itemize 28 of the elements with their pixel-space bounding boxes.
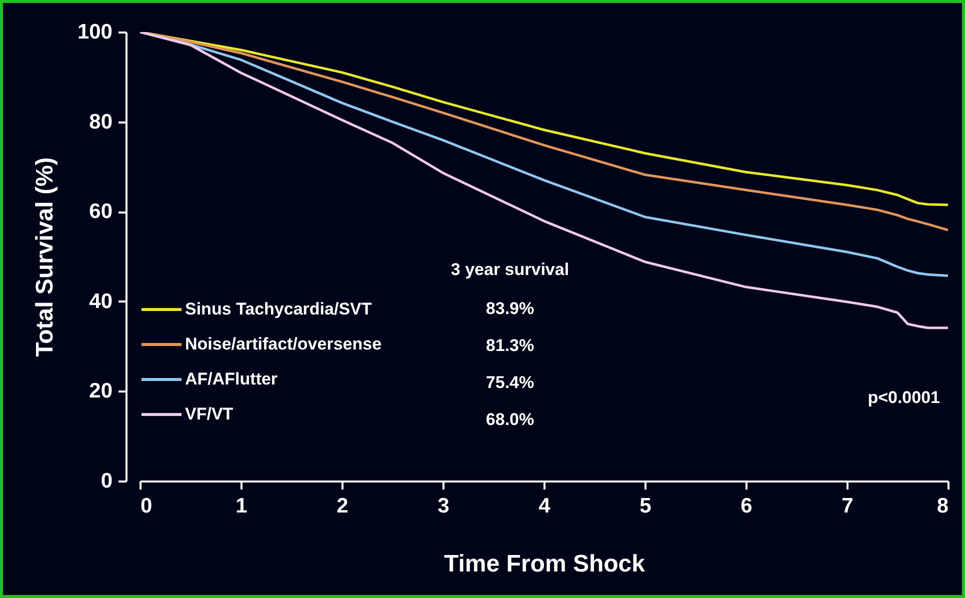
line-series: [140, 32, 948, 330]
y-axis-title: Total Survival (%): [31, 157, 58, 357]
annotation: 3 year survival: [450, 260, 570, 279]
annotation: 81.3%: [486, 336, 534, 355]
annotation: 83.9%: [486, 299, 534, 318]
y-tick-label: 80: [89, 110, 112, 134]
annotation: 68.0%: [486, 410, 534, 429]
x-tick-label: 0: [140, 494, 152, 518]
legend-label: Sinus Tachycardia/SVT: [185, 300, 372, 318]
x-tick-label: 6: [740, 494, 752, 518]
y-tick-label: 100: [77, 20, 112, 44]
x-tick-label: 4: [538, 494, 551, 518]
x-tick-label: 7: [842, 494, 854, 518]
y-tick-label: 0: [100, 470, 112, 492]
x-axis-title: Time From Shock: [444, 550, 646, 578]
x-tick-label: 2: [336, 494, 348, 518]
y-tick-label: 60: [89, 200, 112, 224]
y-tick-label: 20: [89, 380, 112, 403]
legend-label: VF/VT: [185, 404, 234, 424]
legend-label: AF/AFlutter: [185, 370, 278, 388]
annotation: p<0.0001: [868, 388, 940, 407]
y-tick-label: 40: [89, 290, 112, 313]
x-tick-label: 8: [936, 494, 949, 518]
x-tick-label: 1: [236, 494, 248, 518]
legend-label: Noise/artifact/oversense: [185, 334, 382, 354]
x-tick-label: 3: [438, 494, 450, 518]
annotation: 75.4%: [486, 373, 534, 392]
x-tick-label: 5: [640, 494, 652, 518]
